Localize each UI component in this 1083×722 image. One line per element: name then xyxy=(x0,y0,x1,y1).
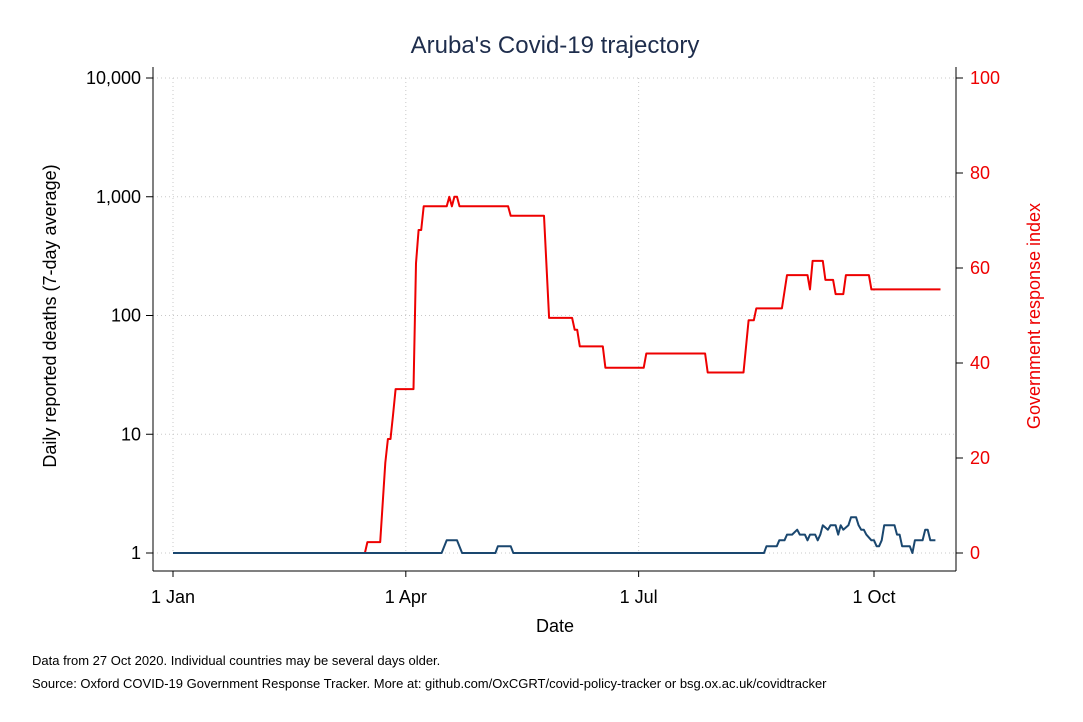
x-tick-label: 1 Jan xyxy=(151,587,195,607)
x-axis-label: Date xyxy=(536,616,574,636)
x-tick-label: 1 Jul xyxy=(620,587,658,607)
chart-title: Aruba's Covid-19 trajectory xyxy=(411,32,700,59)
series xyxy=(173,195,941,554)
x-tick-label: 1 Oct xyxy=(852,587,895,607)
y-right-tick-label: 0 xyxy=(970,543,980,563)
y-right-tick-label: 60 xyxy=(970,258,990,278)
y-right-tick-label: 80 xyxy=(970,163,990,183)
ticks: 1 Jan 1 Apr 1 Jul 1 Oct 1 10 100 1,000 10,000 0 20… xyxy=(86,68,1000,607)
y-left-axis-label: Daily reported deaths (7-day average) xyxy=(40,164,60,467)
government-response-index-line xyxy=(173,195,941,554)
footnote-source: Source: Oxford COVID-19 Government Respo… xyxy=(32,676,827,691)
y-left-tick-label: 100 xyxy=(111,306,141,326)
daily-deaths-line xyxy=(173,516,936,554)
x-tick-label: 1 Apr xyxy=(385,587,427,607)
grid xyxy=(153,77,956,554)
axes xyxy=(152,67,957,572)
y-left-tick-label: 1,000 xyxy=(96,187,141,207)
y-left-tick-label: 10 xyxy=(121,424,141,444)
y-right-tick-label: 20 xyxy=(970,448,990,468)
y-left-tick-label: 10,000 xyxy=(86,68,141,88)
footnote-data-date: Data from 27 Oct 2020. Individual countr… xyxy=(32,653,441,668)
y-left-tick-label: 1 xyxy=(131,543,141,563)
y-right-tick-label: 100 xyxy=(970,68,1000,88)
y-right-axis-label: Government response index xyxy=(1024,203,1044,429)
y-right-tick-label: 40 xyxy=(970,353,990,373)
